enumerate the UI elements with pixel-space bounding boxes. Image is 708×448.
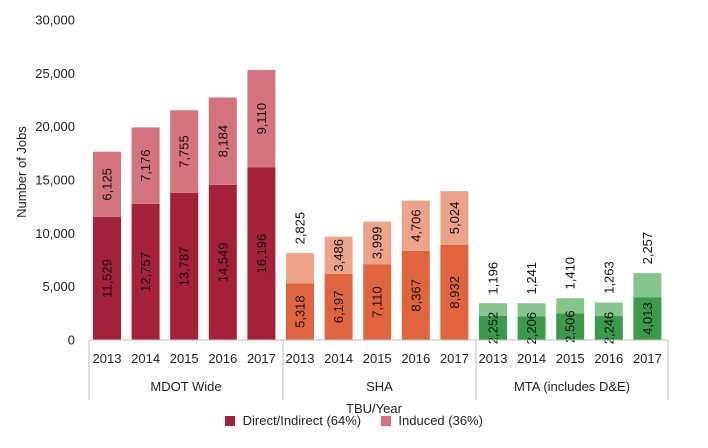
data-label-direct: 8,932 <box>447 276 462 309</box>
data-label-direct: 13,787 <box>177 247 192 287</box>
bar-direct <box>401 250 430 340</box>
bars: 11,529 6,125 12,757 7,176 13,787 7,755 14,549 8… <box>93 70 662 345</box>
bar-induced <box>479 303 507 316</box>
y-axis: 0 5,000 10,000 15,000 20,000 25,000 30,000 <box>35 13 75 348</box>
data-label-direct: 6,197 <box>331 291 346 324</box>
x-tick-label: 2016 <box>208 351 237 366</box>
y-tick-label: 25,000 <box>35 66 75 81</box>
bar-induced <box>93 151 121 218</box>
x-tick-label: 2015 <box>556 351 585 366</box>
data-label-direct: 2,252 <box>486 312 501 345</box>
bar-direct <box>633 297 662 340</box>
data-label-induced: 7,755 <box>177 135 192 168</box>
legend-swatch-induced <box>380 416 391 427</box>
data-label-direct: 16,196 <box>254 234 269 274</box>
y-tick-label: 10,000 <box>35 226 75 241</box>
legend: Direct/Indirect (64%) Induced (36%) <box>0 412 708 428</box>
y-tick-label: 15,000 <box>35 173 75 188</box>
data-label-induced: 2,825 <box>293 212 308 245</box>
data-label-direct: 2,246 <box>601 312 616 345</box>
data-label-induced: 7,176 <box>138 149 153 182</box>
x-tick-label: 2017 <box>440 351 469 366</box>
x-tick-label: 2016 <box>401 351 430 366</box>
bar-direct <box>93 217 121 340</box>
data-label-direct: 14,549 <box>215 243 230 283</box>
x-tick-label: 2014 <box>324 351 353 366</box>
bar-direct <box>517 316 546 340</box>
bar-induced <box>324 236 353 274</box>
x-axis: 2013 2014 2015 2016 2017 MDOT Wide 2013 2014 201… <box>88 339 669 400</box>
x-tick-label: 2014 <box>517 351 546 366</box>
data-label-direct: 4,013 <box>640 302 655 335</box>
legend-item-induced: Induced (36%) <box>380 413 483 429</box>
bar-induced <box>401 200 430 251</box>
data-label-induced: 2,257 <box>640 232 655 265</box>
x-tick-label: 2015 <box>170 351 199 366</box>
x-tick-label: 2016 <box>594 351 623 366</box>
data-label-induced: 3,999 <box>370 227 385 260</box>
legend-label-induced: Induced (36%) <box>398 413 483 429</box>
y-tick-label: 20,000 <box>35 119 75 134</box>
bar-induced <box>170 110 199 193</box>
data-label-direct: 7,110 <box>370 286 385 318</box>
x-tick-label: 2017 <box>633 351 662 366</box>
x-tick-label: 2013 <box>93 351 122 366</box>
data-label-induced: 1,241 <box>524 262 539 295</box>
y-axis-label: Number of Jobs <box>14 126 29 218</box>
data-label-direct: 5,318 <box>293 295 308 328</box>
group-label: SHA <box>366 379 393 394</box>
data-label-induced: 3,486 <box>331 239 346 272</box>
bar-direct <box>286 283 314 340</box>
bar-direct <box>479 315 507 340</box>
bar-direct <box>594 316 623 340</box>
bar-direct <box>363 264 392 340</box>
x-axis-label: TBU/Year <box>346 401 403 416</box>
bar-direct <box>440 244 469 340</box>
bar-induced <box>594 302 623 317</box>
data-label-induced: 4,706 <box>408 209 423 242</box>
legend-item-direct: Direct/Indirect (64%) <box>225 413 361 428</box>
bar-induced <box>633 273 662 298</box>
bar-direct <box>170 192 199 340</box>
legend-label-direct: Direct/Indirect (64%) <box>242 413 362 429</box>
bar-induced <box>131 127 160 204</box>
y-tick-label: 5,000 <box>42 279 75 294</box>
data-label-induced: 1,196 <box>486 262 501 295</box>
data-label-direct: 8,367 <box>408 279 423 312</box>
legend-swatch-direct <box>225 416 236 427</box>
data-label-induced: 9,110 <box>254 103 269 135</box>
group-label: MDOT Wide <box>150 379 221 394</box>
data-label-direct: 11,529 <box>100 259 115 298</box>
bar-direct <box>324 273 353 340</box>
x-tick-label: 2015 <box>363 351 392 366</box>
data-label-induced: 1,410 <box>563 257 578 290</box>
bar-induced <box>556 298 585 314</box>
bar-induced <box>440 191 469 245</box>
bar-induced <box>363 221 392 265</box>
bar-induced <box>247 70 276 168</box>
bar-induced <box>286 253 314 284</box>
bar-induced <box>208 97 237 185</box>
x-tick-label: 2013 <box>286 351 315 366</box>
y-tick-label: 0 <box>68 333 75 348</box>
bar-induced <box>517 303 546 317</box>
x-tick-label: 2017 <box>247 351 276 366</box>
data-label-induced: 8,184 <box>215 125 230 158</box>
group-label: MTA (includes D&E) <box>514 379 630 394</box>
data-label-induced: 6,125 <box>100 168 115 201</box>
data-label-induced: 1,263 <box>601 261 616 294</box>
x-tick-label: 2013 <box>479 351 508 366</box>
data-label-induced: 5,024 <box>447 202 462 235</box>
bar-direct <box>208 184 237 340</box>
bar-direct <box>247 167 276 340</box>
data-label-direct: 2,206 <box>524 312 539 345</box>
bar-direct <box>131 203 160 340</box>
y-tick-label: 30,000 <box>35 13 75 28</box>
data-label-direct: 12,757 <box>138 252 153 292</box>
x-tick-label: 2014 <box>131 351 160 366</box>
data-label-direct: 2,506 <box>563 310 578 343</box>
bar-direct <box>556 313 585 340</box>
